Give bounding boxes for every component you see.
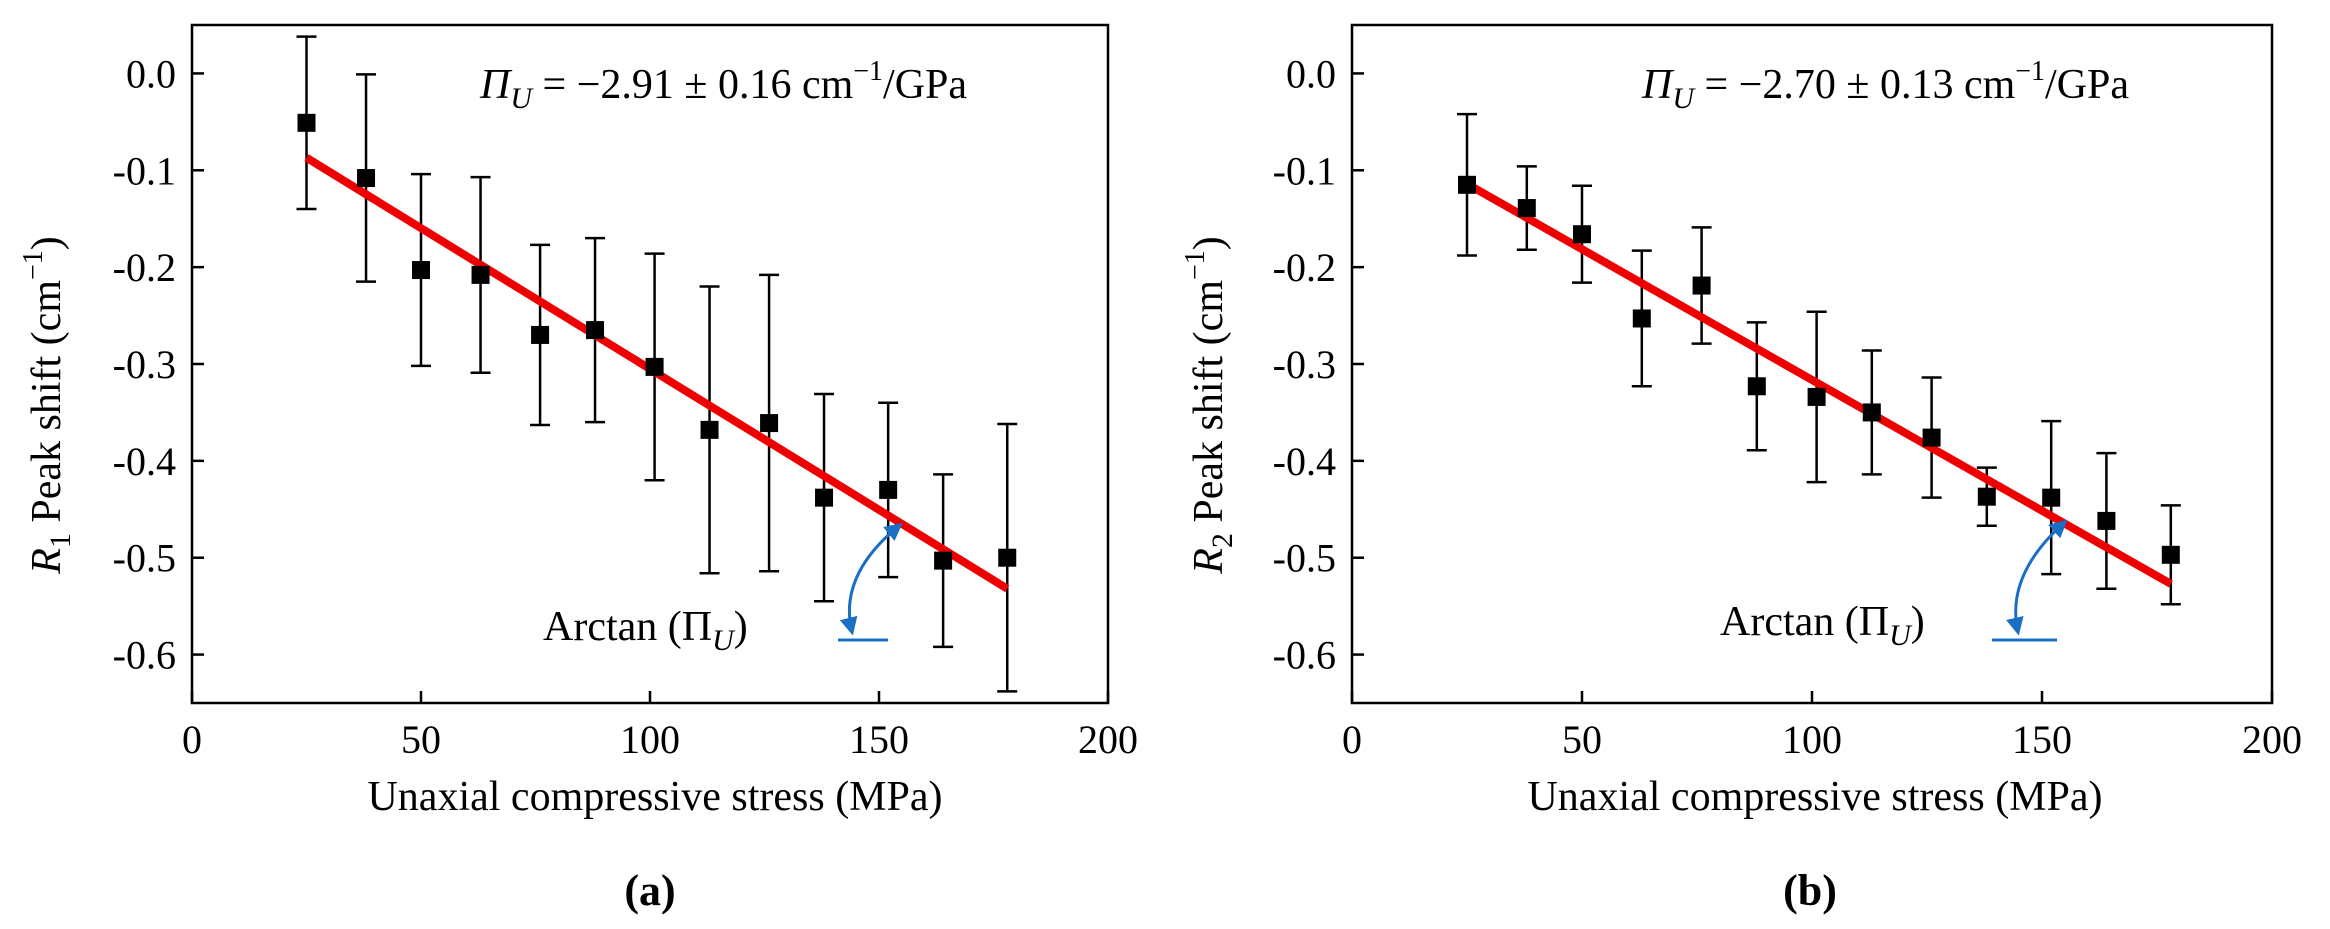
- panel-a-y-tick-label: -0.6: [113, 633, 176, 678]
- panel-a-y-tick-label: -0.3: [113, 342, 176, 387]
- panel-a-data-point: [531, 325, 550, 344]
- panel-a-angle-arc: [839, 522, 903, 636]
- panel-b-y-tick-label: 0.0: [1286, 51, 1336, 96]
- panel-a-x-tick-label: 200: [1078, 717, 1138, 762]
- panel-b-data-point: [1632, 309, 1651, 328]
- panel-a-label: (a): [624, 866, 675, 915]
- panel-b-data-point: [2161, 545, 2180, 564]
- panel-a-y-axis-title: R1 Peak shift (cm−1): [18, 236, 77, 575]
- panel-b-data-point: [1692, 276, 1711, 295]
- panel-b-data-point: [1807, 387, 1826, 406]
- panel-b-slope-annotation: ΠU = −2.70 ± 0.13 cm−1/GPa: [1641, 56, 2129, 115]
- panel-a-x-axis-title: Unaxial compressive stress (MPa): [367, 774, 942, 820]
- panel-a-y-tick-label: -0.4: [113, 439, 176, 484]
- panel-b-data-point: [1977, 487, 1996, 506]
- panel-b-y-tick-label: -0.4: [1273, 439, 1336, 484]
- panel-b-x-tick-label: 150: [2012, 717, 2072, 762]
- panel-a-x-tick-label: 150: [849, 717, 909, 762]
- panel-b-data-point: [1573, 225, 1591, 244]
- panel-a-data-point: [586, 321, 605, 340]
- panel-b-arctan-label: Arctan (ΠU): [1720, 599, 1925, 652]
- panel-a-data-point: [934, 551, 953, 570]
- panel-a-data-point: [645, 357, 664, 376]
- panel-b-data: 0 50 100 150 200 0.0 -0.1 -0.2 -0.3 -0.4 -0.5 -0.6: [1273, 23, 2302, 762]
- panel-a-data-point: [357, 169, 376, 188]
- panel-a-arctan-label: Arctan (ΠU): [543, 604, 748, 657]
- panel-b-x-axis-title: Unaxial compressive stress (MPa): [1527, 774, 2102, 820]
- panel-a-slope-annotation: ΠU = −2.91 ± 0.16 cm−1/GPa: [479, 56, 967, 115]
- panel-b-data-point: [1517, 199, 1536, 218]
- panel-a-data-point: [471, 265, 490, 284]
- panel-b-y-tick-label: -0.1: [1273, 148, 1336, 193]
- panel-a-x-tick-label: 0: [182, 717, 202, 762]
- panel-b-y-tick-label: -0.6: [1273, 633, 1336, 678]
- panel-b-data-point: [2097, 511, 2116, 530]
- panel-a-y-tick-label: 0.0: [126, 51, 176, 96]
- panel-b-data-point: [1862, 403, 1881, 422]
- panel-b-angle-arc: [2006, 519, 2068, 636]
- panel-a-y-tick-label: -0.1: [113, 148, 176, 193]
- panel-b-data-point: [1747, 377, 1766, 396]
- panel-b-data-point: [2042, 488, 2061, 507]
- panel-a-data-point: [412, 261, 430, 280]
- panel-a-y-tick-label: -0.2: [113, 245, 176, 290]
- panel-b-x-tick-label: 0: [1342, 717, 1362, 762]
- panel-a-data-point: [760, 414, 779, 433]
- panel-b-y-tick-label: -0.3: [1273, 342, 1336, 387]
- panel-a-data: 0 50 100 150 200 0.0 -0.1 -0.2 -0.3 -0.4 -0.5 -0.6: [113, 23, 1138, 762]
- panel-a-data-point: [700, 420, 719, 439]
- panel-b-fit-line: [1465, 180, 2173, 588]
- panel-b-label: (b): [1783, 866, 1837, 915]
- panel-b: 0 50 100 150 2000.0-0.1-0.2-0.3-0.4-0.5-0.6 …: [1180, 23, 2302, 915]
- panel-a-data-point: [879, 480, 898, 499]
- panel-b-y-tick-label: -0.5: [1273, 536, 1336, 581]
- panel-b-y-tick-label: -0.2: [1273, 245, 1336, 290]
- panel-a-data-point: [297, 113, 316, 132]
- panel-b-x-tick-label: 100: [1782, 717, 1842, 762]
- panel-b-y-axis-title: R2 Peak shift (cm−1): [1180, 236, 1239, 575]
- panel-a-data-point: [815, 488, 834, 507]
- panel-b-x-tick-label: 50: [1562, 717, 1602, 762]
- panel-b-data-point: [1458, 175, 1476, 194]
- panel-b-data-point: [1922, 428, 1941, 447]
- panel-a-y-tick-label: -0.5: [113, 536, 176, 581]
- panel-a-data-point: [998, 548, 1017, 567]
- panel-a-x-tick-label: 100: [620, 717, 680, 762]
- panel-b-x-tick-label: 200: [2242, 717, 2302, 762]
- panel-a: 0 50 100 150 2000.0-0.1-0.2-0.3-0.4-0.5-0.6 …: [18, 23, 1138, 915]
- panel-a-x-tick-label: 50: [401, 717, 441, 762]
